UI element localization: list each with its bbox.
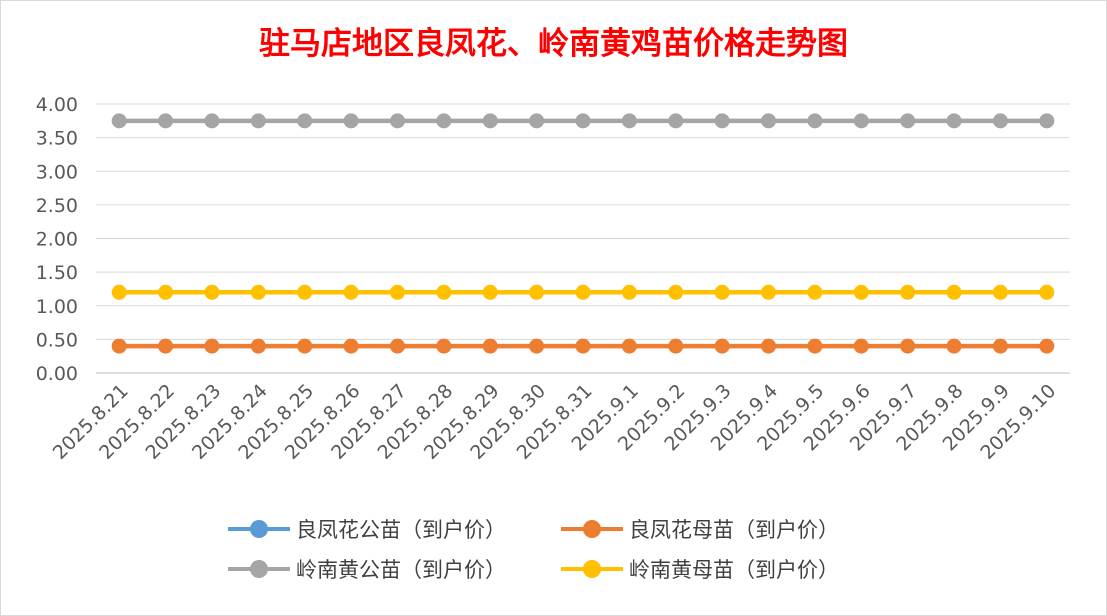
grid-lines: [96, 103, 1070, 374]
data-point: [668, 113, 684, 129]
x-axis-tick-labels: 2025.8.212025.8.222025.8.232025.8.242025…: [49, 380, 1061, 464]
data-point: [853, 113, 869, 129]
y-tick-label: 3.00: [36, 161, 78, 183]
data-point: [529, 113, 545, 129]
chart-legend: 良凤花公苗（到户价） 良凤花母苗（到户价） 岭南黄公苗（到户价） 岭南黄母苗（到户价）: [228, 515, 928, 583]
y-tick-label: 4.00: [36, 94, 78, 116]
legend-dot: [583, 520, 601, 538]
data-point: [529, 284, 545, 300]
y-tick-label: 2.00: [36, 229, 78, 251]
data-point: [343, 113, 359, 129]
data-point: [111, 284, 127, 300]
series-3: [111, 113, 1055, 129]
y-tick-label: 0.50: [36, 329, 78, 351]
data-point: [250, 338, 266, 354]
data-point: [900, 338, 916, 354]
legend-dot: [583, 560, 601, 578]
y-tick-label: 1.50: [36, 262, 78, 284]
data-point: [714, 113, 730, 129]
data-point: [621, 284, 637, 300]
data-point: [204, 284, 220, 300]
legend-item: 岭南黄母苗（到户价）: [561, 555, 901, 583]
legend-dot: [250, 560, 268, 578]
data-point: [714, 284, 730, 300]
data-point: [853, 284, 869, 300]
y-tick-label: 1.00: [36, 296, 78, 318]
data-point: [297, 113, 313, 129]
data-point: [204, 338, 220, 354]
data-point: [992, 284, 1008, 300]
data-point: [343, 284, 359, 300]
data-point: [807, 284, 823, 300]
data-point: [575, 113, 591, 129]
data-point: [946, 113, 962, 129]
data-point: [482, 113, 498, 129]
data-point: [158, 338, 174, 354]
data-point: [297, 338, 313, 354]
data-point: [482, 284, 498, 300]
data-point: [111, 113, 127, 129]
legend-marker-icon: [561, 519, 623, 539]
data-point: [668, 338, 684, 354]
legend-marker-icon: [228, 559, 290, 579]
series-4: [111, 284, 1055, 300]
data-point: [621, 113, 637, 129]
data-point: [158, 113, 174, 129]
data-point: [946, 338, 962, 354]
legend-label: 良凤花母苗（到户价）: [629, 518, 839, 542]
data-point: [761, 338, 777, 354]
legend-dot: [250, 520, 268, 538]
data-point: [111, 338, 127, 354]
y-tick-label: 3.50: [36, 128, 78, 150]
data-point: [158, 284, 174, 300]
data-point: [529, 338, 545, 354]
legend-label: 良凤花公苗（到户价）: [296, 518, 506, 542]
data-point: [343, 338, 359, 354]
data-point: [946, 284, 962, 300]
legend-label: 岭南黄公苗（到户价）: [296, 558, 506, 582]
legend-marker-icon: [228, 519, 290, 539]
series-2: [111, 338, 1055, 354]
data-point: [436, 338, 452, 354]
data-point: [668, 284, 684, 300]
data-point: [482, 338, 498, 354]
data-point: [807, 113, 823, 129]
series-lines: [111, 113, 1055, 354]
data-point: [297, 284, 313, 300]
data-point: [992, 338, 1008, 354]
data-point: [436, 284, 452, 300]
data-point: [389, 338, 405, 354]
data-point: [250, 113, 266, 129]
legend-label: 岭南黄母苗（到户价）: [629, 558, 839, 582]
y-tick-label: 2.50: [36, 195, 78, 217]
data-point: [992, 113, 1008, 129]
data-point: [250, 284, 266, 300]
data-point: [204, 113, 220, 129]
data-point: [900, 284, 916, 300]
legend-item: 岭南黄公苗（到户价）: [228, 555, 561, 583]
data-point: [714, 338, 730, 354]
y-axis-tick-labels: 0.00 0.50 1.00 1.50 2.00 2.50 3.00 3.50 4.00: [36, 94, 78, 385]
data-point: [436, 113, 452, 129]
data-point: [389, 284, 405, 300]
chart-title: 驻马店地区良凤花、岭南黄鸡苗价格走势图: [259, 26, 848, 62]
data-point: [761, 284, 777, 300]
legend-item: 良凤花母苗（到户价）: [561, 515, 901, 543]
data-point: [1039, 284, 1055, 300]
y-tick-label: 0.00: [36, 363, 78, 385]
data-point: [1039, 113, 1055, 129]
data-point: [853, 338, 869, 354]
data-point: [900, 113, 916, 129]
data-point: [575, 284, 591, 300]
legend-item: 良凤花公苗（到户价）: [228, 515, 561, 543]
data-point: [1039, 338, 1055, 354]
data-point: [575, 338, 591, 354]
data-point: [621, 338, 637, 354]
data-point: [807, 338, 823, 354]
legend-marker-icon: [561, 559, 623, 579]
data-point: [761, 113, 777, 129]
data-point: [389, 113, 405, 129]
